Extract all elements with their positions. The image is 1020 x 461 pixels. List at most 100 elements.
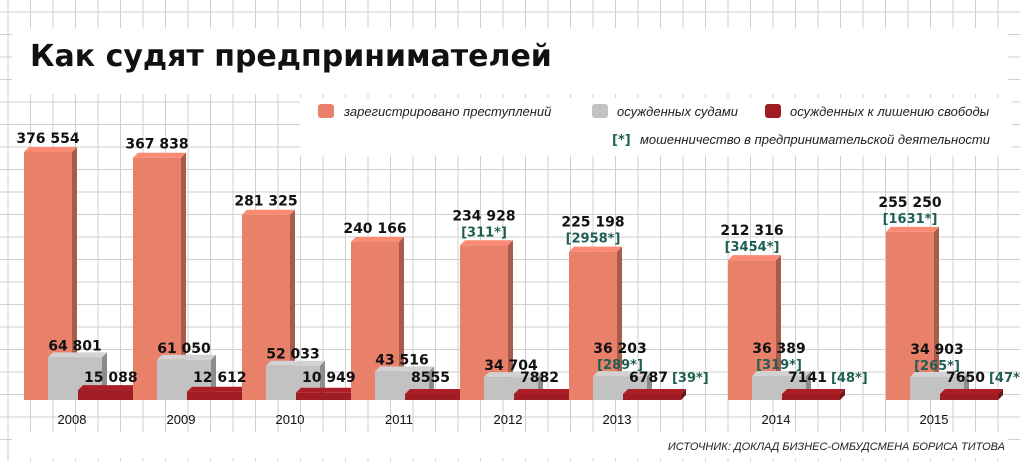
bar-imprisoned-top	[514, 389, 577, 394]
bar-registered-top	[728, 255, 781, 261]
fraud-label-registered: [2958*]	[566, 232, 621, 247]
bars-layer	[24, 147, 1003, 400]
legend-fraud-marker: [*]	[612, 133, 631, 148]
legend-swatch-convicted	[592, 104, 608, 118]
value-label-convicted: 64 801	[48, 338, 102, 354]
bar-imprisoned-top	[940, 389, 1003, 394]
bar-imprisoned-front	[623, 394, 681, 400]
labels-layer: 376 554 64 801 15 088 367 838 61 050 12 612 28…	[16, 131, 1020, 386]
value-label-imprisoned: 7650	[946, 370, 985, 386]
chart-title: Как судят предпринимателей	[30, 39, 552, 74]
x-tick-label: 2009	[167, 412, 196, 427]
value-label-convicted: 34 704	[484, 358, 538, 374]
bar-imprisoned-top	[623, 389, 686, 394]
bar-registered-side	[181, 152, 186, 400]
fraud-label-convicted: [319*]	[756, 358, 802, 373]
value-label-convicted: 52 033	[266, 347, 320, 363]
bar-imprisoned-side	[998, 389, 1003, 400]
bar-registered-top	[886, 226, 939, 232]
legend-item-convicted: осужденных судами	[592, 104, 738, 119]
legend-label-registered: зарегистрировано преступлений	[343, 104, 551, 119]
bar-registered-side	[508, 240, 513, 400]
legend-swatch-registered	[318, 104, 334, 118]
x-tick-label: 2015	[920, 412, 949, 427]
bar-imprisoned	[514, 389, 577, 400]
value-label-registered: 240 166	[343, 221, 406, 237]
value-label-imprisoned: 7882	[520, 370, 559, 386]
value-label-imprisoned: 6787	[629, 370, 668, 386]
legend-fraud-label: мошенничество в предпринимательской деят…	[640, 132, 990, 147]
legend-item-imprisoned: осужденных к лишению свободы	[765, 104, 990, 119]
value-label-registered: 281 325	[234, 194, 297, 210]
legend-swatch-imprisoned	[765, 104, 781, 118]
value-label-registered: 225 198	[561, 215, 624, 231]
bar-registered-top	[569, 246, 622, 252]
legend-label-imprisoned: осужденных к лишению свободы	[790, 104, 990, 119]
x-tick-label: 2013	[603, 412, 632, 427]
bar-convicted-top	[48, 352, 107, 358]
value-label-registered: 376 554	[16, 131, 80, 147]
bar-registered-side	[72, 147, 77, 400]
value-label-imprisoned: 15 088	[84, 370, 138, 386]
bar-imprisoned-front	[514, 394, 572, 400]
bar-imprisoned	[78, 385, 141, 400]
legend: зарегистрировано преступлений осужденных…	[318, 104, 990, 148]
bar-convicted-top	[157, 354, 216, 360]
value-label-registered: 367 838	[125, 137, 188, 153]
bar-convicted-top	[266, 360, 325, 366]
bar-convicted-top	[375, 366, 434, 372]
bar-imprisoned	[296, 387, 359, 400]
value-label-convicted: 61 050	[157, 341, 211, 357]
bar-convicted-top	[593, 371, 652, 377]
bar-imprisoned-top	[782, 389, 845, 394]
fraud-label-registered: [1631*]	[883, 212, 938, 227]
x-axis: 2008 2009 2010 2011 2012 2013 2014 2015	[58, 412, 949, 427]
bar-registered-side	[617, 246, 622, 400]
bar-imprisoned-top	[405, 389, 468, 394]
fraud-label-convicted: [289*]	[597, 358, 643, 373]
bar-imprisoned-front	[405, 394, 463, 400]
bar-imprisoned-top	[187, 386, 250, 392]
bar-registered-front	[886, 231, 934, 400]
bar-imprisoned-front	[782, 394, 840, 400]
bar-imprisoned-front	[187, 391, 245, 400]
value-label-convicted: 36 389	[752, 341, 806, 357]
title-panel	[12, 28, 1008, 94]
value-label-imprisoned: 8555	[411, 370, 450, 386]
bar-convicted-top	[484, 372, 543, 378]
fraud-label-imprisoned: [39*]	[672, 371, 709, 386]
value-label-imprisoned: 10 949	[302, 370, 356, 386]
bar-imprisoned-front	[296, 392, 354, 400]
bar-convicted-top	[752, 371, 811, 377]
bar-registered-side	[776, 255, 781, 400]
bar-imprisoned	[623, 389, 686, 400]
bar-registered-top	[242, 209, 295, 215]
bar-imprisoned	[187, 386, 250, 400]
legend-panel	[300, 98, 1012, 156]
x-tick-label: 2014	[762, 412, 791, 427]
value-label-registered: 234 928	[452, 208, 515, 224]
value-label-convicted: 36 203	[593, 341, 647, 357]
bar-imprisoned-front	[78, 390, 136, 400]
bar-registered-side	[399, 236, 404, 400]
bar-registered	[569, 246, 622, 400]
legend-item-fraud: [*] мошенничество в предпринимательской …	[612, 132, 990, 148]
value-label-convicted: 34 903	[910, 342, 964, 358]
value-label-imprisoned: 12 612	[193, 370, 247, 386]
fraud-label-imprisoned: [48*]	[831, 371, 868, 386]
bar-registered-top	[351, 236, 404, 242]
x-tick-label: 2008	[58, 412, 87, 427]
bar-registered-side	[290, 209, 295, 400]
bar-convicted-top	[910, 372, 969, 378]
footer-panel	[12, 432, 1008, 458]
value-label-convicted: 43 516	[375, 352, 429, 368]
bar-imprisoned-top	[296, 387, 359, 393]
value-label-imprisoned: 7141	[788, 370, 827, 386]
bar-imprisoned	[940, 389, 1003, 400]
bar-registered-side	[934, 226, 939, 400]
fraud-label-imprisoned: [47*]	[989, 371, 1020, 386]
legend-item-registered: зарегистрировано преступлений	[318, 104, 551, 119]
bar-registered-top	[24, 147, 77, 152]
